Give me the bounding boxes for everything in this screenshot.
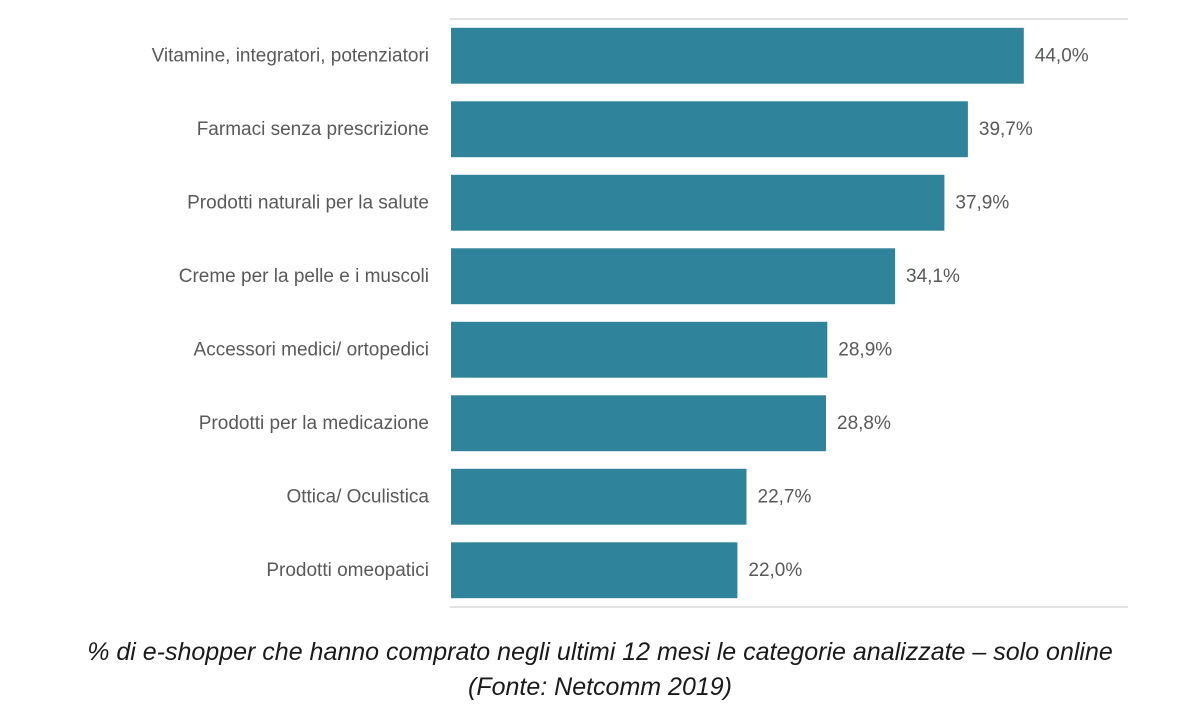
- bar-0: [451, 27, 1024, 84]
- value-label-6: 22,7%: [758, 486, 812, 507]
- chart-caption: % di e-shopper che hanno comprato negli …: [87, 638, 1113, 666]
- bar-6: [451, 468, 747, 525]
- category-label-3: Creme per la pelle e i muscoli: [179, 266, 429, 287]
- category-label-0: Vitamine, integratori, potenziatori: [152, 45, 429, 66]
- value-label-4: 28,9%: [838, 339, 892, 360]
- value-label-3: 34,1%: [906, 266, 960, 287]
- bars-group: Vitamine, integratori, potenziatori 44,0%…: [152, 27, 1089, 599]
- bar-2: [451, 174, 945, 231]
- bar-4: [451, 321, 828, 378]
- bar-7: [451, 542, 738, 599]
- category-label-5: Prodotti per la medicazione: [199, 413, 429, 434]
- bar-3: [451, 248, 895, 305]
- value-label-5: 28,8%: [837, 413, 891, 434]
- category-label-6: Ottica/ Oculistica: [286, 486, 429, 507]
- value-label-1: 39,7%: [979, 119, 1033, 140]
- bar-chart: Vitamine, integratori, potenziatori 44,0%…: [152, 18, 1128, 608]
- category-label-4: Accessori medici/ ortopedici: [194, 339, 429, 360]
- category-label-7: Prodotti omeopatici: [266, 560, 429, 581]
- chart-source: (Fonte: Netcomm 2019): [468, 673, 732, 701]
- bar-1: [451, 101, 968, 158]
- value-label-0: 44,0%: [1035, 45, 1089, 66]
- value-label-7: 22,0%: [748, 560, 802, 581]
- bar-5: [451, 395, 826, 452]
- category-label-2: Prodotti naturali per la salute: [187, 192, 429, 213]
- value-label-2: 37,9%: [955, 192, 1009, 213]
- category-label-1: Farmaci senza prescrizione: [197, 119, 429, 140]
